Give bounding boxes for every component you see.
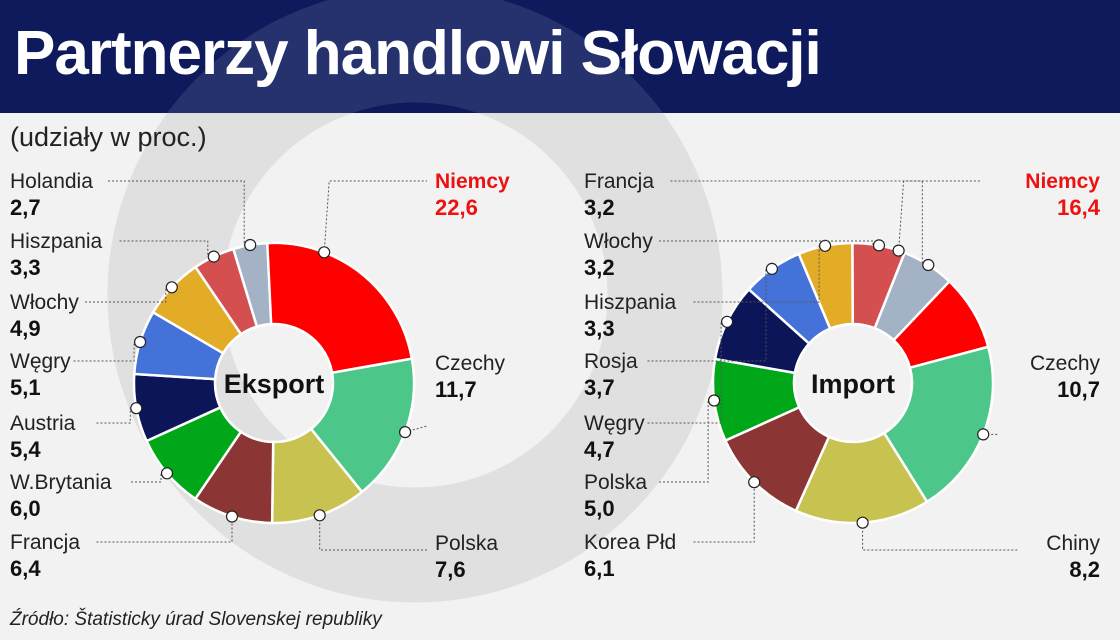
label-value-polska: 5,0	[584, 496, 615, 521]
label-name-francja: Francja	[10, 531, 80, 554]
leader-dot-czechy	[977, 428, 990, 441]
label-value-francja: 3,2	[584, 195, 615, 220]
label-value-hiszpania: 3,3	[584, 316, 615, 341]
label-value-holandia: 2,7	[10, 195, 41, 220]
label-value-w-ochy: 4,9	[10, 316, 41, 341]
leader-line-w-ochy	[85, 286, 172, 303]
leader-line-chiny	[862, 522, 1018, 551]
label-name-chiny: Chiny	[1046, 532, 1100, 555]
header-bar: Partnerzy handlowi Słowacji	[0, 0, 1120, 113]
leader-dot-hiszpania	[207, 250, 220, 263]
header-watermark	[167, 0, 663, 113]
label-name-w-ochy: Włochy	[584, 230, 653, 253]
leader-line-francja	[670, 180, 929, 266]
label-value-niemcy: 22,6	[435, 195, 478, 220]
page-title: Partnerzy handlowi Słowacji	[14, 19, 822, 88]
label-value-w-gry: 5,1	[10, 375, 41, 400]
leader-line-niemcy	[898, 180, 980, 251]
leader-dot-chiny	[856, 516, 869, 529]
leader-dot-polska	[707, 394, 721, 407]
leader-line-polska	[659, 400, 715, 483]
leader-dot-w-ochy	[165, 281, 178, 294]
leader-dot-niemcy	[318, 246, 331, 259]
leader-line-w-gry	[73, 341, 141, 362]
leader-dot-francja	[922, 258, 935, 272]
leader-dot-polska	[313, 509, 326, 522]
leader-dot-czechy	[399, 426, 412, 439]
slice-francja	[873, 251, 952, 342]
label-name-polska: Polska	[435, 532, 498, 555]
label-value-chiny: 8,2	[1069, 557, 1100, 582]
leader-line-francja	[96, 516, 233, 543]
label-name-w-ochy: Włochy	[10, 291, 79, 314]
label-value-hiszpania: 3,3	[10, 255, 41, 280]
label-name-niemcy: Niemcy	[435, 170, 510, 193]
label-value-czechy: 11,7	[435, 377, 477, 402]
label-name-hiszpania: Hiszpania	[584, 291, 677, 314]
label-name-rosja: Rosja	[584, 350, 638, 373]
leader-line-polska	[319, 515, 427, 551]
label-value-w-gry: 4,7	[584, 437, 615, 462]
label-name-polska: Polska	[584, 471, 647, 494]
center-label: Eksport	[224, 369, 325, 399]
leader-dot-holandia	[244, 238, 257, 252]
label-name-czechy: Czechy	[435, 352, 506, 375]
leader-line-holandia	[108, 180, 251, 246]
label-name-w-gry: Węgry	[584, 412, 645, 435]
label-value-w-ochy: 3,2	[584, 255, 615, 280]
slice-czechy	[882, 345, 995, 504]
leader-dot-korea-p-d	[748, 476, 761, 489]
label-value-w-brytania: 6,0	[10, 496, 41, 521]
chart-subtitle: (udziały w proc.)	[10, 122, 207, 152]
leader-dot-w-brytania	[160, 467, 174, 480]
source-note: Źródło: Štatisticky úrad Slovenskej repu…	[10, 609, 382, 630]
label-value-niemcy: 16,4	[1057, 195, 1101, 220]
label-name-holandia: Holandia	[10, 170, 93, 193]
label-value-czechy: 10,7	[1057, 377, 1100, 402]
label-name-w-brytania: W.Brytania	[10, 471, 112, 494]
label-value-francja: 6,4	[10, 556, 41, 581]
label-name-w-gry: Węgry	[10, 350, 71, 373]
leader-dot-niemcy	[892, 244, 905, 257]
leader-dot-austria	[130, 402, 143, 415]
center-label: Import	[811, 369, 895, 399]
label-name-francja: Francja	[584, 170, 654, 193]
label-name-korea-p-d: Korea Płd	[584, 531, 676, 554]
leader-line-austria	[96, 407, 137, 424]
leader-dot-rosja	[765, 262, 779, 275]
label-value-polska: 7,6	[435, 557, 466, 582]
leader-dot-w-gry	[134, 335, 147, 349]
leader-dot-w-ochy	[872, 239, 886, 252]
label-name-hiszpania: Hiszpania	[10, 230, 103, 253]
leader-line-niemcy	[323, 180, 427, 253]
leader-dot-w-gry	[720, 315, 734, 328]
leader-line-korea-p-d	[693, 482, 755, 543]
label-name-czechy: Czechy	[1030, 352, 1101, 375]
slice-czechy	[309, 357, 416, 494]
label-name-niemcy: Niemcy	[1025, 170, 1100, 193]
leader-line-hiszpania	[119, 240, 214, 258]
label-name-austria: Austria	[10, 412, 76, 435]
label-value-austria: 5,4	[10, 437, 41, 462]
leader-dot-francja	[225, 510, 239, 523]
label-value-rosja: 3,7	[584, 375, 615, 400]
leader-dot-hiszpania	[818, 239, 832, 252]
label-value-korea-p-d: 6,1	[584, 556, 615, 581]
